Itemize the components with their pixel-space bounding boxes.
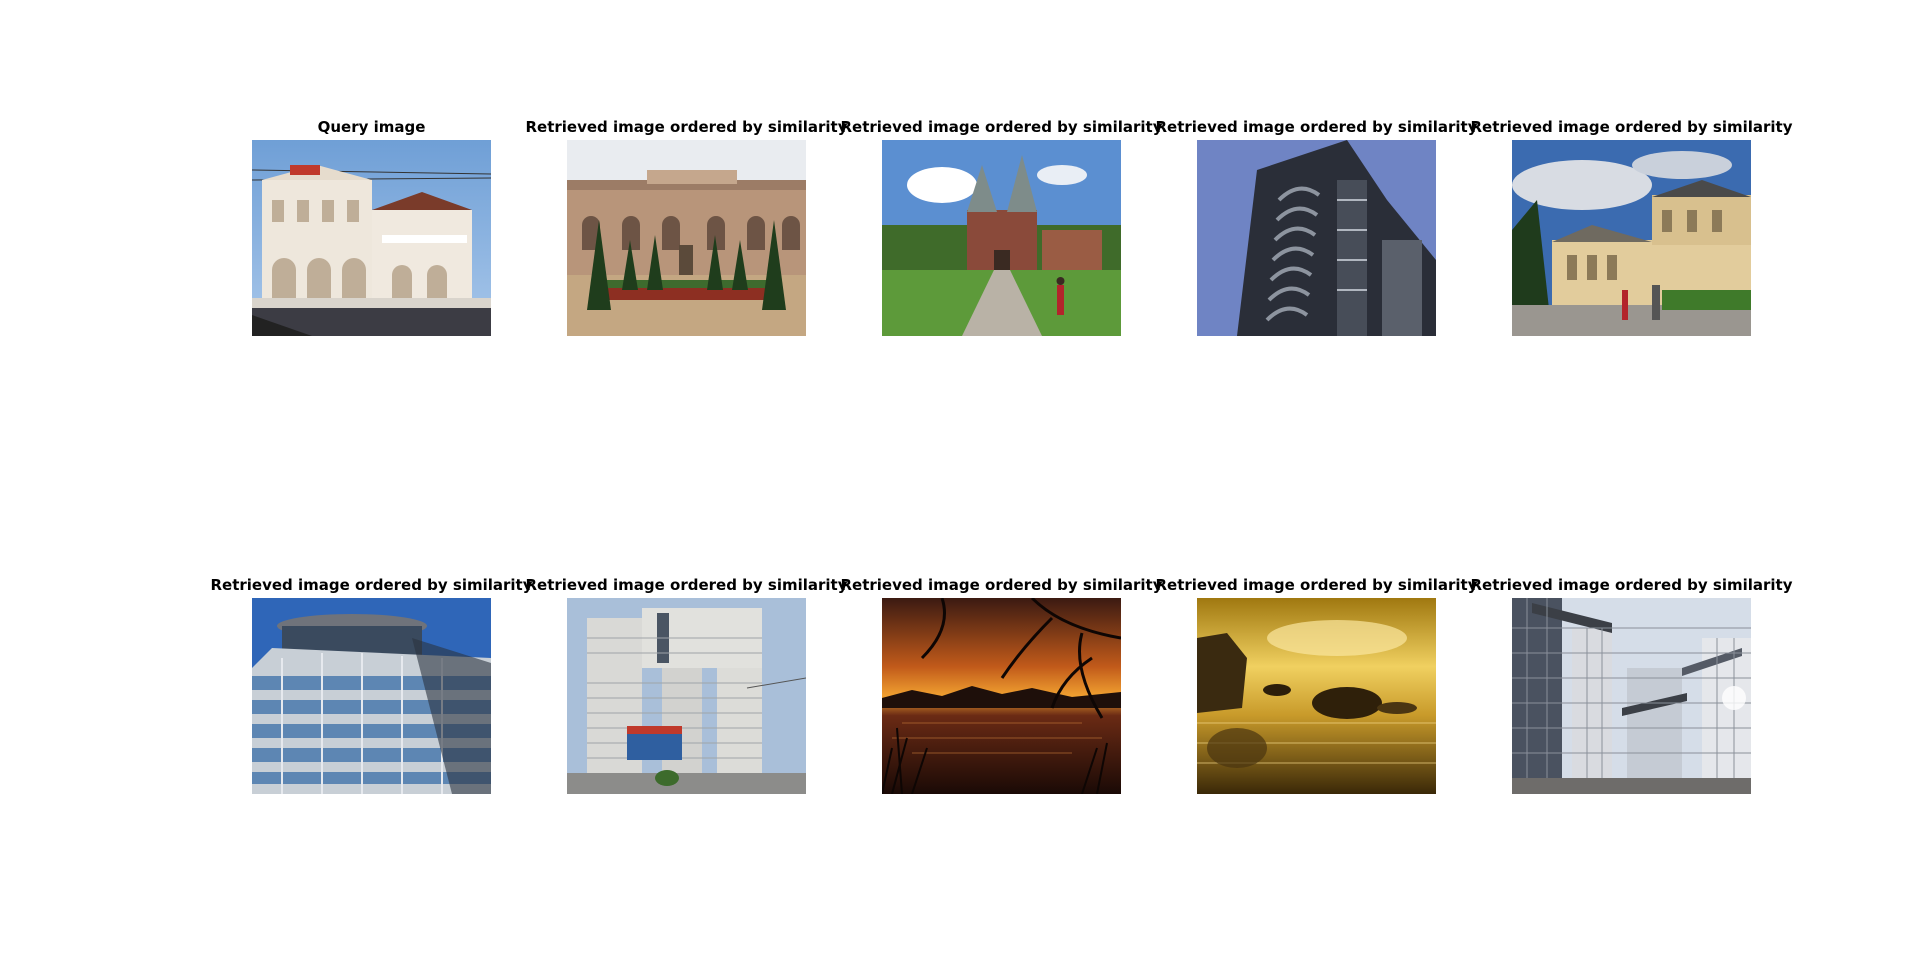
result-image-6[interactable] [567, 598, 806, 794]
result-panel-8: Retrieved image ordered by similarity [1155, 576, 1478, 794]
result-image-2[interactable] [882, 140, 1121, 336]
result-image-8[interactable] [1197, 598, 1436, 794]
result-panel-7: Retrieved image ordered by similarity [840, 576, 1163, 794]
result-panel-3: Retrieved image ordered by similarity [1155, 118, 1478, 336]
result-panel-9: Retrieved image ordered by similarity [1470, 576, 1793, 794]
result-title-3: Retrieved image ordered by similarity [1155, 118, 1478, 136]
result-panel-4: Retrieved image ordered by similarity [1470, 118, 1793, 336]
result-image-5[interactable] [252, 598, 491, 794]
result-image-1[interactable] [567, 140, 806, 336]
result-image-7[interactable] [882, 598, 1121, 794]
query-title: Query image [317, 118, 426, 136]
result-title-1: Retrieved image ordered by similarity [525, 118, 848, 136]
result-image-4[interactable] [1512, 140, 1751, 336]
result-image-9[interactable] [1512, 598, 1751, 794]
result-title-2: Retrieved image ordered by similarity [840, 118, 1163, 136]
query-panel: Query image [252, 118, 491, 336]
result-title-8: Retrieved image ordered by similarity [1155, 576, 1478, 594]
result-title-9: Retrieved image ordered by similarity [1470, 576, 1793, 594]
result-title-4: Retrieved image ordered by similarity [1470, 118, 1793, 136]
result-title-6: Retrieved image ordered by similarity [525, 576, 848, 594]
result-title-5: Retrieved image ordered by similarity [210, 576, 533, 594]
result-title-7: Retrieved image ordered by similarity [840, 576, 1163, 594]
result-panel-6: Retrieved image ordered by similarity [525, 576, 848, 794]
result-panel-5: Retrieved image ordered by similarity [210, 576, 533, 794]
result-panel-2: Retrieved image ordered by similarity [840, 118, 1163, 336]
query-image[interactable] [252, 140, 491, 336]
result-panel-1: Retrieved image ordered by similarity [525, 118, 848, 336]
result-image-3[interactable] [1197, 140, 1436, 336]
